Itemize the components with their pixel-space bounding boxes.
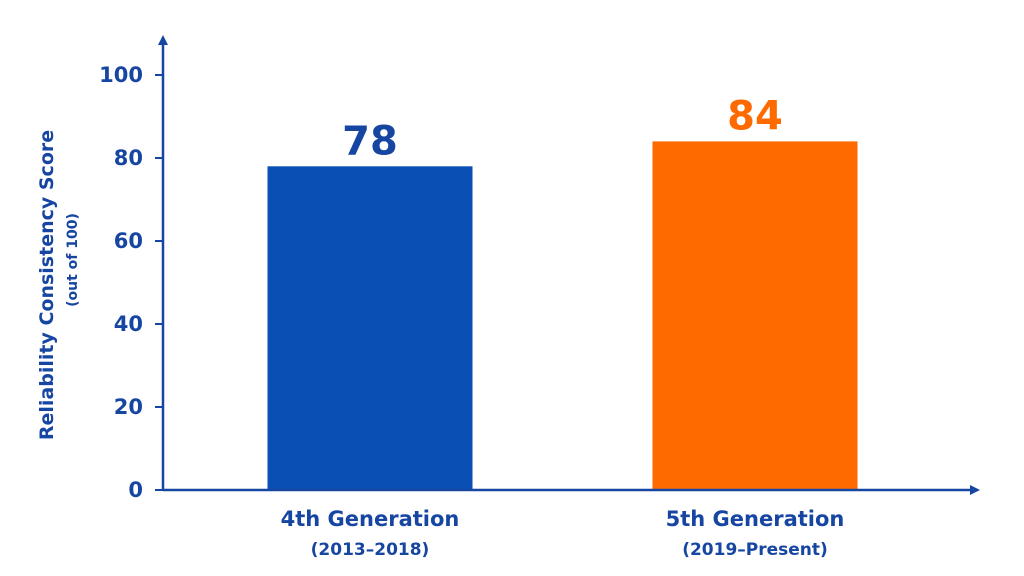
y-tick-label: 0 <box>128 478 143 502</box>
y-tick-label: 20 <box>114 395 143 419</box>
y-tick-label: 60 <box>114 229 143 253</box>
y-axis-sublabel: (out of 100) <box>65 213 81 307</box>
y-ticks-layer: 0 20 40 60 80 100 <box>99 63 163 502</box>
data-label-2: 84 <box>727 93 783 139</box>
bar-2 <box>652 141 858 490</box>
axes-layer <box>158 35 980 495</box>
data-label-1: 78 <box>342 118 398 164</box>
x-category-sublabel: (2019–Present) <box>682 540 828 560</box>
y-tick-label: 100 <box>99 63 143 87</box>
y-tick-label: 40 <box>114 312 143 336</box>
x-category-sublabel: (2013–2018) <box>311 540 430 560</box>
y-axis-label-group: Reliability Consistency Score (out of 10… <box>36 130 81 440</box>
x-categories-layer: 4th Generation (2013–2018) 5th Generation (… <box>281 507 845 560</box>
bars-layer: 78 84 <box>267 93 858 491</box>
bar-1 <box>267 166 473 491</box>
x-category-label: 4th Generation <box>281 507 460 531</box>
y-axis-label: Reliability Consistency Score <box>36 130 58 440</box>
y-tick-label: 80 <box>114 146 143 170</box>
x-category-label: 5th Generation <box>666 507 845 531</box>
